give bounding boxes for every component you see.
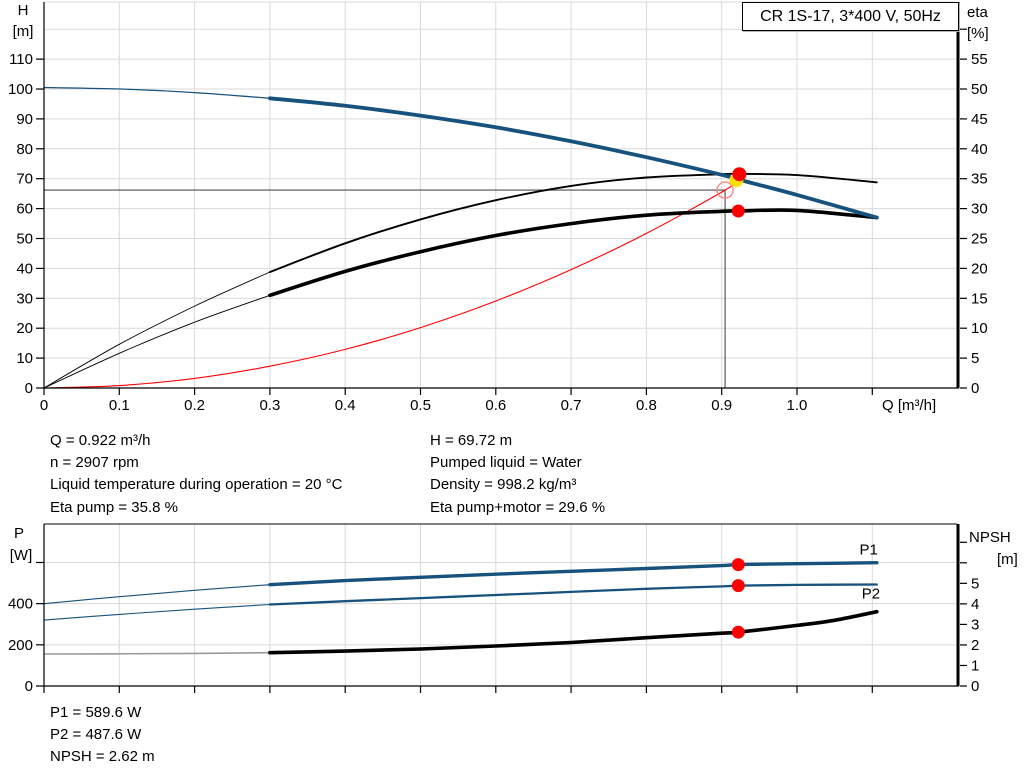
tick-label: 10 bbox=[16, 350, 33, 367]
curve-label-p2: P2 bbox=[862, 585, 880, 602]
tick-label: 15 bbox=[971, 290, 988, 307]
eta-axis-unit: [%] bbox=[967, 25, 989, 42]
tick-label: 25 bbox=[971, 231, 988, 248]
tick-label: 50 bbox=[16, 231, 33, 248]
tick-label: 45 bbox=[971, 111, 988, 128]
tick-label: 35 bbox=[971, 171, 988, 188]
tick-label: 55 bbox=[971, 51, 988, 68]
tick-label: 0.4 bbox=[335, 397, 356, 414]
annotation-density: Density = 998.2 kg/m³ bbox=[430, 476, 577, 494]
tick-label: 70 bbox=[16, 171, 33, 188]
tick-label: 60 bbox=[16, 201, 33, 218]
tick-label: 30 bbox=[16, 290, 33, 307]
requested-duty-point bbox=[716, 181, 734, 199]
tick-label: 0.6 bbox=[485, 397, 506, 414]
pump-title-box: CR 1S-17, 3*400 V, 50Hz bbox=[742, 2, 959, 31]
annotation-h: H = 69.72 m bbox=[430, 432, 513, 449]
tick-label: 0.2 bbox=[184, 397, 205, 414]
tick-label: 0.9 bbox=[711, 397, 732, 414]
tick-label: 2 bbox=[971, 637, 979, 654]
system-curve bbox=[43, 179, 739, 389]
tick-label: 400 bbox=[8, 596, 33, 613]
tick-label: 3 bbox=[971, 616, 979, 633]
npsh-curve-thin bbox=[43, 651, 270, 655]
duty-point-npsh bbox=[731, 625, 745, 639]
tick-label: 0 bbox=[25, 678, 33, 695]
h-axis-title: H bbox=[17, 2, 29, 19]
tick-label: 1.0 bbox=[787, 397, 808, 414]
tick-label: 80 bbox=[16, 141, 33, 158]
tick-label: 30 bbox=[971, 201, 988, 218]
eta-pump-motor-curve-thin bbox=[43, 294, 271, 389]
p1-curve bbox=[268, 561, 879, 587]
duty-point-eta-pump bbox=[732, 167, 747, 182]
tick-label: 5 bbox=[971, 575, 979, 592]
duty-point-p1 bbox=[731, 558, 745, 572]
curve-label-p1: P1 bbox=[859, 542, 877, 559]
tick-label: 0.5 bbox=[410, 397, 431, 414]
annotation-liquid-temp: Liquid temperature during operation = 20… bbox=[50, 476, 343, 494]
annotation-eta-pump-motor: Eta pump+motor = 29.6 % bbox=[430, 498, 606, 516]
p1-curve-thin bbox=[43, 584, 270, 605]
annotation-pumped-liquid: Pumped liquid = Water bbox=[430, 454, 582, 472]
tick-label: 20 bbox=[971, 260, 988, 277]
tick-label: 50 bbox=[971, 81, 988, 98]
duty-point-eta-pump-motor bbox=[731, 204, 745, 218]
p-axis-unit: [W] bbox=[9, 547, 33, 564]
tick-label: 110 bbox=[9, 51, 33, 68]
eta-pump-motor-curve bbox=[268, 208, 879, 298]
annotation-q: Q = 0.922 m³/h bbox=[50, 432, 151, 449]
tick-label: 0.7 bbox=[561, 397, 582, 414]
p2-curve-thin bbox=[43, 603, 270, 621]
tick-label: 40 bbox=[971, 141, 988, 158]
power-npsh-chart: 0 200 400 0 1 2 3 4 5 P1 P2 bbox=[8, 523, 979, 695]
duty-point-p2 bbox=[731, 579, 745, 593]
tick-label: 100 bbox=[8, 81, 33, 98]
tick-label: 90 bbox=[16, 111, 33, 128]
eta-pump-curve bbox=[268, 172, 878, 273]
eta-pump-curve-thin bbox=[43, 271, 271, 389]
qh-curve-thin bbox=[43, 86, 270, 99]
tick-label: 5 bbox=[971, 350, 979, 367]
tick-label: 1 bbox=[971, 657, 979, 674]
p2-curve bbox=[268, 583, 878, 606]
qh-eta-chart: 0 10 20 30 40 50 60 70 80 90 100 110 0 5 10 15 20 25 30 35 4… bbox=[8, 1, 988, 414]
tick-label: 0 bbox=[40, 397, 48, 414]
tick-label: 20 bbox=[16, 320, 33, 337]
tick-label: 0.1 bbox=[109, 397, 130, 414]
tick-label: 0 bbox=[25, 380, 33, 397]
tick-label: 200 bbox=[8, 637, 33, 654]
annotation-p1: P1 = 589.6 W bbox=[50, 704, 142, 721]
tick-label: 4 bbox=[971, 596, 979, 613]
duty-annotations-bottom: P1 = 589.6 W P2 = 487.6 W NPSH = 2.62 m bbox=[50, 702, 155, 769]
annotation-npsh: NPSH = 2.62 m bbox=[50, 748, 155, 766]
tick-label: 10 bbox=[971, 320, 988, 337]
annotation-p2: P2 = 487.6 W bbox=[50, 726, 142, 744]
tick-label: 40 bbox=[16, 260, 33, 277]
annotation-eta-pump: Eta pump = 35.8 % bbox=[50, 498, 178, 516]
tick-label: 0.8 bbox=[636, 397, 657, 414]
q-axis-title: Q [m³/h] bbox=[882, 397, 937, 414]
qh-curve bbox=[268, 96, 879, 220]
npsh-curve bbox=[268, 609, 879, 655]
duty-annotations-left: Q = 0.922 m³/h n = 2907 rpm Liquid tempe… bbox=[50, 430, 342, 519]
tick-label: 0 bbox=[971, 678, 979, 695]
h-axis-unit: [m] bbox=[12, 23, 34, 40]
eta-axis-title: eta bbox=[967, 4, 988, 21]
tick-label: 0 bbox=[971, 380, 979, 397]
annotation-n: n = 2907 rpm bbox=[50, 454, 139, 472]
duty-annotations-right: H = 69.72 m Pumped liquid = Water Densit… bbox=[430, 430, 605, 519]
p-axis-title: P bbox=[13, 525, 24, 542]
tick-label: 0.3 bbox=[259, 397, 280, 414]
npsh-axis-unit: [m] bbox=[997, 551, 1018, 568]
npsh-axis-title: NPSH bbox=[969, 529, 1011, 546]
